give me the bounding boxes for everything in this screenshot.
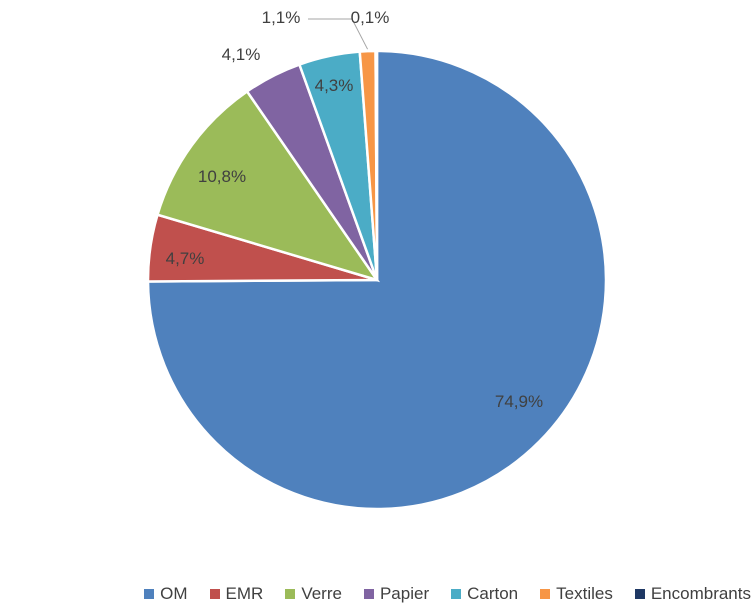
legend-item-om: OM [144,584,187,604]
data-label-emr: 4,7% [166,249,205,268]
chart-legend: OM EMR Verre Papier Carton Textiles Enco… [0,584,755,604]
data-label-om: 74,9% [495,392,543,411]
data-label-textiles: 1,1% [262,8,301,27]
legend-swatch-papier [364,589,374,599]
legend-swatch-textiles [540,589,550,599]
data-label-papier: 4,1% [222,45,261,64]
legend-item-carton: Carton [451,584,518,604]
legend-label-papier: Papier [380,584,429,604]
legend-swatch-verre [285,589,295,599]
legend-label-om: OM [160,584,187,604]
legend-swatch-om [144,589,154,599]
legend-item-encombrants: Encombrants [635,584,751,604]
legend-label-verre: Verre [301,584,342,604]
legend-label-encombrants: Encombrants [651,584,751,604]
data-label-verre: 10,8% [198,167,246,186]
legend-item-textiles: Textiles [540,584,613,604]
legend-swatch-carton [451,589,461,599]
legend-swatch-encombrants [635,589,645,599]
data-label-encombrants: 0,1% [351,8,390,27]
legend-label-emr: EMR [226,584,264,604]
legend-label-textiles: Textiles [556,584,613,604]
legend-label-carton: Carton [467,584,518,604]
legend-item-emr: EMR [210,584,264,604]
legend-item-verre: Verre [285,584,342,604]
legend-swatch-emr [210,589,220,599]
pie-chart: 74,9% 4,7% 10,8% 4,1% 4,3% 1,1% 0,1% [0,0,755,570]
legend-item-papier: Papier [364,584,429,604]
data-label-carton: 4,3% [315,76,354,95]
pie-slice-encombrants [376,51,377,280]
